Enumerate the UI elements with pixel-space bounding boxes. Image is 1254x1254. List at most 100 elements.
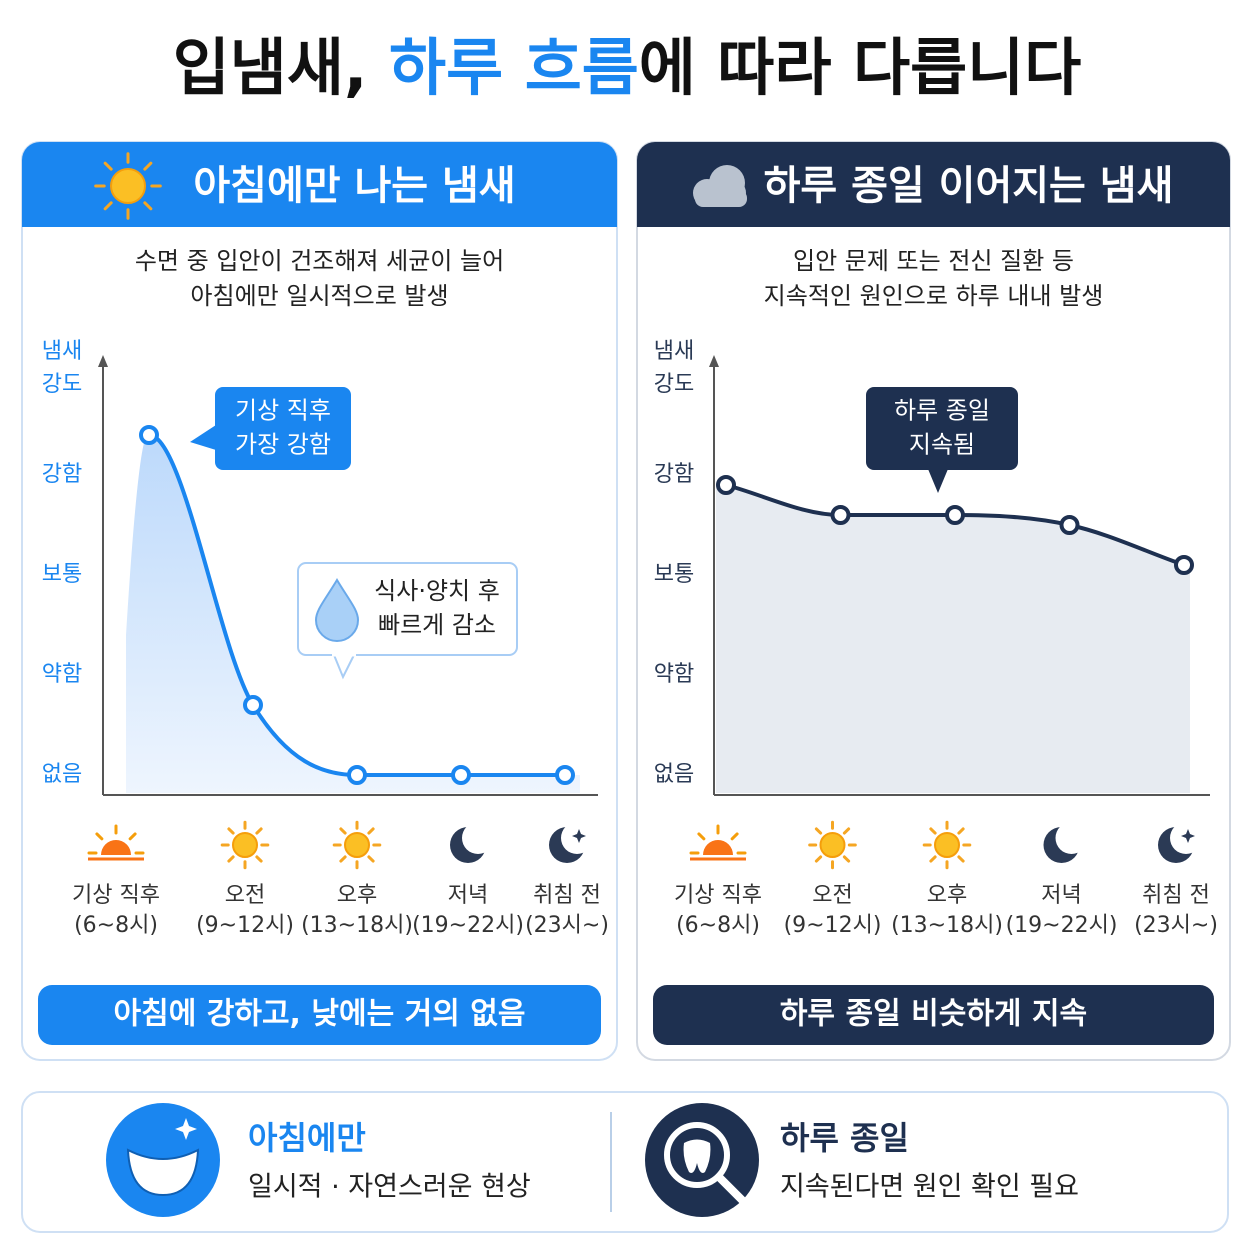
point — [1174, 555, 1194, 575]
annotation-text: 빠르게 감소 — [378, 611, 496, 639]
description: 지속적인 원인으로 하루 내내 발생 — [764, 282, 1104, 310]
icon-ray — [367, 855, 375, 863]
icon-ray — [697, 832, 706, 841]
panel-header — [22, 200, 617, 227]
icon-ray — [814, 855, 823, 863]
x-tick-sublabel: (9~12시) — [196, 913, 294, 938]
icon-ray — [227, 827, 235, 835]
icon-ray — [367, 827, 375, 835]
icon-ray — [103, 201, 113, 211]
footer-title: 하루 종일 — [780, 1119, 909, 1157]
summary-text: 하루 종일 비슷하게 지속 — [780, 997, 1087, 1032]
point — [555, 765, 575, 785]
x-tick-label: 저녁 — [448, 883, 488, 908]
y-axis-label: 강도 — [42, 372, 82, 397]
x-tick-label: 취침 전 — [533, 883, 601, 908]
icon-ray — [842, 827, 851, 835]
point — [347, 765, 367, 785]
icon-ray — [957, 827, 965, 835]
summary-text: 아침에 강하고, 낮에는 거의 없음 — [114, 997, 526, 1032]
icon-moon-cut — [462, 822, 494, 854]
sparkle — [175, 1118, 197, 1140]
x-tick-sublabel: (13~18시) — [301, 913, 413, 938]
smile-icon — [126, 1148, 200, 1197]
x-tick-label: 기상 직후 — [72, 883, 160, 908]
annotation-pointer — [928, 469, 948, 493]
icon-sun — [110, 168, 146, 204]
y-tick-label: 강함 — [42, 462, 82, 487]
point — [830, 505, 851, 525]
description: 수면 중 입안이 건조해져 세균이 늘어 — [135, 247, 504, 275]
icon-star — [1181, 829, 1195, 843]
icon-sun — [934, 832, 960, 858]
x-tick-sublabel: (13~18시) — [891, 913, 1003, 938]
footer-text: 일시적 · 자연스러운 현상 — [248, 1172, 531, 1203]
x-tick-label: 저녁 — [1041, 883, 1081, 908]
icon-ray — [143, 161, 153, 171]
annotation-pointer — [190, 425, 216, 450]
x-tick-sublabel: (6~8시) — [676, 913, 760, 938]
icon-ray — [143, 201, 153, 211]
icon-ray — [929, 855, 937, 863]
icon-ray — [255, 855, 263, 863]
y-tick-label: 약함 — [42, 662, 82, 687]
icon-ray — [227, 855, 235, 863]
x-tick-sublabel: (19~22시) — [412, 913, 524, 938]
drop-icon — [314, 578, 360, 642]
panel-header-title: 아침에만 나는 냄새 — [193, 163, 515, 209]
y-tick-label: 없음 — [42, 762, 82, 787]
y-axis-arrow — [709, 355, 719, 367]
x-tick-label: 오후 — [337, 883, 377, 908]
footer-title: 아침에만 — [248, 1119, 366, 1157]
series-line — [148, 433, 565, 777]
icon-ray — [730, 832, 739, 841]
annotation-box — [215, 387, 351, 470]
footer-panel — [21, 1091, 1229, 1233]
annotation-text: 기상 직후 — [235, 397, 331, 425]
annotation-box — [866, 387, 1018, 470]
icon-ray — [929, 827, 937, 835]
icon-sun — [819, 832, 846, 858]
icon-ray — [255, 827, 263, 835]
icon-ray — [814, 827, 823, 835]
annotation-text: 가장 강함 — [235, 431, 331, 459]
icon-sun — [344, 832, 370, 858]
description: 입안 문제 또는 전신 질환 등 — [793, 247, 1074, 275]
title-part: 입냄새, — [173, 31, 389, 104]
icon-sunrise — [101, 840, 131, 855]
icon-moon-cut — [1055, 822, 1088, 854]
title-part: 에 따라 다릅니다 — [639, 31, 1081, 104]
icon-ray — [95, 832, 104, 841]
magnifier-handle — [715, 1173, 746, 1204]
annotation-text: 식사·양치 후 — [374, 577, 500, 605]
icon-ray — [103, 161, 113, 171]
icon-ray — [842, 855, 851, 863]
y-axis-label: 강도 — [654, 372, 694, 397]
summary-bar — [38, 985, 601, 1045]
icon-ray — [339, 827, 347, 835]
description: 아침에만 일시적으로 발생 — [190, 282, 448, 310]
x-tick-label: 기상 직후 — [674, 883, 762, 908]
x-tick-label: 오후 — [927, 883, 967, 908]
point — [945, 505, 965, 525]
area — [716, 485, 1190, 793]
title-part: 하루 흐름 — [389, 31, 639, 104]
x-tick-sublabel: (23시~) — [525, 913, 609, 938]
icon-sunrise — [703, 840, 733, 855]
y-tick-label: 없음 — [654, 762, 694, 787]
point — [243, 695, 263, 715]
annotation-text: 지속됨 — [909, 431, 975, 459]
tooth — [683, 1139, 711, 1173]
y-axis-label: 냄새 — [42, 339, 82, 364]
icon-ray — [339, 855, 347, 863]
icon-star — [572, 829, 586, 843]
annotation-text: 하루 종일 — [894, 397, 990, 425]
icon-ray — [128, 832, 137, 841]
point — [716, 475, 736, 495]
x-tick-sublabel: (9~12시) — [784, 913, 882, 938]
x-tick-sublabel: (19~22시) — [1006, 913, 1118, 938]
y-tick-label: 보통 — [42, 562, 82, 587]
icon-ray — [957, 855, 965, 863]
point — [139, 425, 159, 445]
